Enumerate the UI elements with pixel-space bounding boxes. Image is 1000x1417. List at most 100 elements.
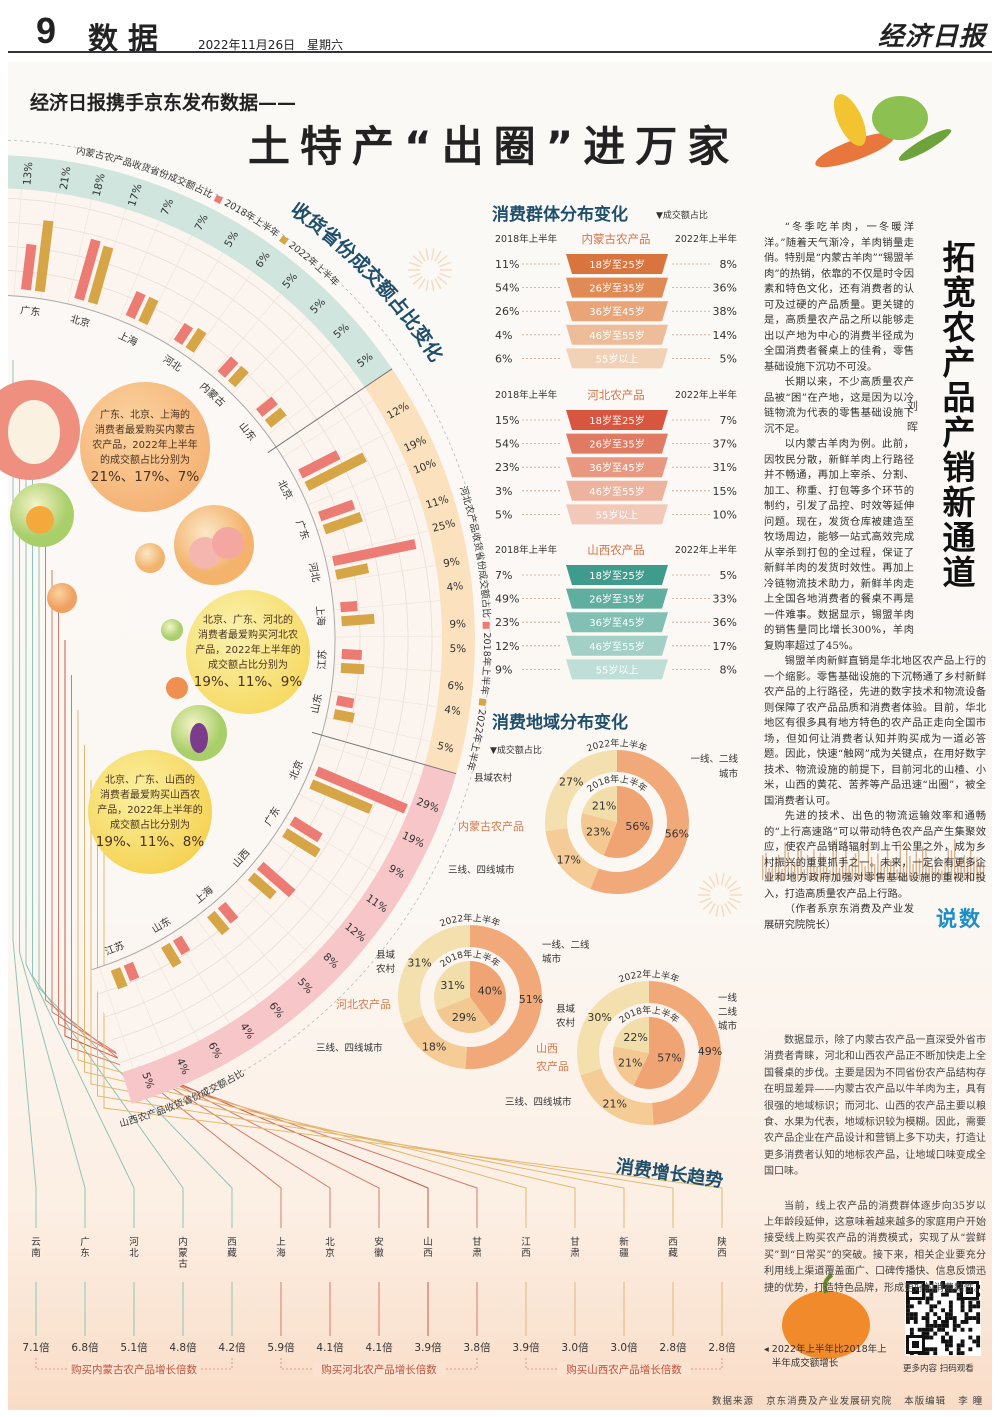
qr-module xyxy=(956,1323,961,1328)
growth-value: 4.2倍 xyxy=(218,1341,246,1354)
segment-value-2018: 21% xyxy=(618,1057,642,1070)
qr-module xyxy=(976,1300,981,1305)
funnel-group-name: 山西农产品 xyxy=(587,543,645,557)
connector-line xyxy=(77,710,527,1228)
shuoshu-text: 当前，线上农产品的消费群体逐步向35岁以上年龄段延伸，这意味着越来越多的家庭用户… xyxy=(764,1200,986,1294)
bar-2022 xyxy=(87,245,114,305)
grid-line xyxy=(194,917,260,1004)
funnel-step xyxy=(566,457,668,478)
value-2018: 54% xyxy=(495,282,519,295)
value-2018: 49% xyxy=(495,593,519,606)
province-char: 陕 xyxy=(717,1236,727,1248)
bar-group xyxy=(333,709,355,723)
callout-line: 消费者最爱购买内蒙古 xyxy=(95,425,195,436)
qr-module xyxy=(906,1300,910,1305)
growth-value: 4.1倍 xyxy=(365,1341,393,1354)
qr-module xyxy=(933,1347,938,1352)
sunburst-deco xyxy=(439,261,451,268)
header-divider xyxy=(8,51,992,53)
value-2018: 6% xyxy=(495,352,512,365)
age-band-label: 26岁至35岁 xyxy=(589,593,644,606)
inner-segment-2018 xyxy=(582,785,617,822)
qr-module xyxy=(960,1308,965,1313)
sunburst-deco xyxy=(699,886,711,893)
qr-module xyxy=(933,1351,938,1356)
funnel-step xyxy=(566,480,668,501)
qr-module xyxy=(968,1316,973,1320)
connector-line xyxy=(12,360,37,1228)
segment-value-2022: 49% xyxy=(698,1045,722,1058)
decorative-bar xyxy=(819,852,821,880)
chart-plot-area xyxy=(8,188,442,1073)
qr-module xyxy=(929,1292,934,1297)
headline-title: 土特产“出圈”进万家 xyxy=(248,122,740,171)
callout-values: 21%、17%、7% xyxy=(90,469,200,485)
growth-group-label: 购买山西农产品增长倍数 xyxy=(566,1363,682,1376)
funnel-step xyxy=(566,504,668,525)
bar-2018 xyxy=(335,695,355,709)
segment-value-2022: 30% xyxy=(587,1011,611,1024)
decorative-bar xyxy=(947,848,949,880)
qr-module xyxy=(952,1316,957,1320)
qr-module xyxy=(941,1281,945,1285)
decorative-bar xyxy=(829,870,831,880)
age-band-label: 46岁至55岁 xyxy=(589,485,644,498)
qr-module xyxy=(937,1323,942,1328)
decorative-bar xyxy=(854,853,857,880)
province-char: 安 xyxy=(374,1236,384,1248)
qr-module xyxy=(925,1351,930,1356)
province-label: 江苏 xyxy=(315,649,329,670)
qr-module xyxy=(956,1296,961,1301)
province-char: 西 xyxy=(717,1248,727,1259)
qr-module xyxy=(929,1288,934,1293)
connector-line xyxy=(51,570,331,1228)
lime-dot-icon xyxy=(161,619,183,641)
decorative-bar xyxy=(902,863,905,880)
inner-segment-2018 xyxy=(613,1017,649,1053)
sunburst-deco xyxy=(702,900,713,910)
growth-note-text: 2022年上半年比2018年上半年成交额增长 xyxy=(771,1344,887,1370)
qr-module xyxy=(945,1343,949,1348)
qr-module xyxy=(909,1304,914,1309)
qr-module xyxy=(929,1308,934,1313)
bar-group xyxy=(282,828,321,858)
decorative-bar xyxy=(954,839,956,880)
legend-swatch-2022: ■ xyxy=(476,697,487,710)
article-title-block: 拓宽农产品产销新通道 刘晖 xyxy=(906,220,986,632)
bar-group xyxy=(173,935,191,956)
funnel-step xyxy=(566,659,668,680)
sunburst-deco xyxy=(715,873,720,886)
section-band xyxy=(364,368,475,774)
decorative-bar xyxy=(944,857,946,880)
decorative-bar xyxy=(794,862,796,880)
decorative-bar xyxy=(957,860,959,880)
bar-2022 xyxy=(185,327,207,353)
funnel-step xyxy=(566,588,668,609)
qr-module xyxy=(909,1312,914,1317)
qr-module xyxy=(925,1323,930,1328)
qr-module xyxy=(937,1300,942,1305)
qr-module xyxy=(941,1327,945,1332)
grid-line xyxy=(298,793,395,842)
sunburst-deco xyxy=(434,278,442,290)
donut-product-name: 内蒙古农产品 xyxy=(458,819,524,833)
value-2022: 33% xyxy=(713,593,737,606)
decorative-bar xyxy=(835,839,837,880)
growth-value: 3.8倍 xyxy=(463,1341,491,1354)
section-divider xyxy=(311,731,457,775)
callout-line: 广东、北京、上海的 xyxy=(100,410,190,421)
qr-module xyxy=(960,1320,965,1324)
bar-group xyxy=(247,872,277,900)
connector-line xyxy=(58,605,380,1228)
outer-ring-label: 2022年上半年 xyxy=(439,912,502,930)
qr-module xyxy=(933,1320,938,1324)
bar-group xyxy=(20,243,37,291)
decorative-bar xyxy=(883,866,885,880)
bar-2018 xyxy=(217,356,239,378)
age-band-label: 18岁至25岁 xyxy=(589,569,644,582)
qr-module xyxy=(933,1284,938,1289)
segment-value-2018: 31% xyxy=(440,979,464,992)
qr-module xyxy=(925,1300,930,1305)
callout-line: 产品，2022年上半年的 xyxy=(97,805,203,816)
qr-module xyxy=(952,1323,957,1328)
